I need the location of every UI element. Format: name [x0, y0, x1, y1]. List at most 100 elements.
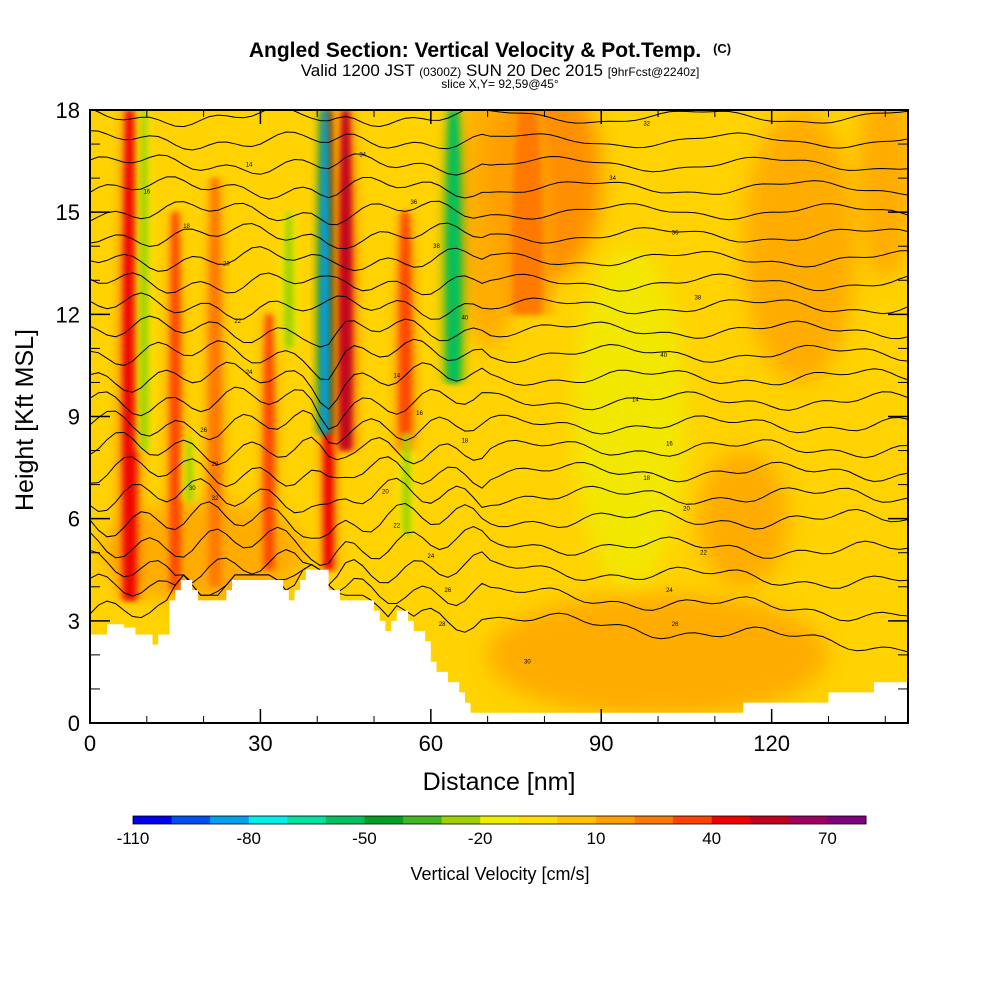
isentrope-label: 36 [410, 200, 417, 206]
field-patch [487, 593, 829, 717]
isentrope-line [90, 246, 908, 272]
y-tick-label: 18 [56, 98, 80, 123]
isentrope-label: 22 [234, 319, 241, 325]
isentrope-line [90, 130, 908, 151]
subtitle-valid: Valid 1200 JST [301, 61, 415, 80]
colorbar: -110 -80 -50 -20 10 40 70 [117, 815, 867, 848]
x-tick-label: 120 [753, 731, 790, 756]
isentrope-label: 20 [223, 261, 230, 267]
downdraft-column [283, 212, 294, 349]
y-tick-label: 15 [56, 200, 80, 225]
field-patch [743, 110, 857, 383]
field-patch [101, 501, 306, 604]
isentrope-label: 18 [643, 476, 650, 482]
colorbar-tick-label: -80 [236, 829, 261, 848]
isentrope-label: 30 [524, 660, 531, 666]
y-tick-label: 12 [56, 302, 80, 327]
isentrope-label: 20 [382, 489, 389, 495]
isentrope-label: 38 [694, 295, 701, 301]
isentrope-line [90, 222, 908, 250]
colorbar-tick-label: -110 [117, 829, 150, 848]
colorbar-swatch [287, 816, 327, 824]
isentrope-label: 32 [643, 122, 650, 128]
isentrope-line [90, 176, 908, 200]
updraft-column [263, 314, 275, 570]
colorbar-swatch [827, 816, 867, 824]
isentrope-line [90, 431, 908, 466]
subtitle-slice: slice X,Y= 92,59@45° [441, 77, 559, 91]
field-patch [697, 450, 789, 587]
isentrope-label: 16 [143, 190, 150, 196]
isentrope-label: 16 [416, 411, 423, 417]
colorbar-swatch [634, 816, 674, 824]
isentrope-label: 24 [246, 370, 253, 376]
isentrope-line [90, 409, 908, 445]
colorbar-label: Vertical Velocity [cm/s] [410, 864, 589, 884]
isentrope-label: 30 [189, 486, 196, 492]
updraft-column [338, 110, 353, 451]
isentrope-label: 34 [359, 152, 366, 158]
isentrope-label: 40 [462, 316, 469, 322]
isentrope-line [90, 477, 908, 514]
isentrope-label: 22 [393, 523, 400, 529]
y-tick-label: 0 [68, 711, 80, 736]
downdraft-column [447, 110, 460, 383]
colorbar-swatch [750, 816, 790, 824]
colorbar-tick-label: -20 [468, 829, 493, 848]
colorbar-swatch [325, 816, 365, 824]
colorbar-swatch [595, 816, 636, 824]
x-tick-label: 30 [248, 731, 272, 756]
chart-title: Angled Section: Vertical Velocity & Pot.… [249, 39, 731, 62]
isentrope-label: 40 [660, 353, 667, 359]
isentrope-line [90, 386, 908, 430]
y-axis-label: Height [Kft MSL] [11, 329, 39, 511]
subtitle-date: SUN 20 Dec 2015 [466, 61, 603, 80]
isentrope-label: 14 [393, 374, 400, 380]
field-patch [856, 110, 908, 281]
isentrope-line [90, 272, 908, 296]
isentrope-line [90, 549, 908, 589]
x-tick-label: 90 [589, 731, 613, 756]
potential-temperature-contours: 14 16 18 20 22 24 26 28 30 32 34 36 38 40 14 16 18 20 22 24… [90, 110, 908, 666]
colorbar-swatch [364, 816, 404, 824]
isentrope-label: 16 [666, 442, 673, 448]
isentrope-label: 32 [212, 496, 219, 502]
chart-subtitle: Valid 1200 JST (0300Z) SUN 20 Dec 2015 [… [301, 61, 700, 80]
isentrope-label: 28 [439, 622, 446, 628]
updraft-column [399, 212, 411, 451]
isentrope-label: 38 [433, 244, 440, 250]
isentrope-label: 18 [183, 224, 190, 230]
isentrope-label: 14 [246, 162, 253, 168]
updraft-column [122, 110, 137, 601]
downdraft-column [139, 110, 149, 451]
x-axis-label: Distance [nm] [423, 768, 576, 796]
isentrope-line [90, 338, 908, 381]
isentrope-label: 34 [609, 176, 616, 182]
isentrope-label: 26 [672, 622, 679, 628]
isentrope-line [90, 525, 908, 567]
isentrope-line [90, 292, 908, 320]
isentrope-line [90, 564, 908, 622]
colorbar-swatch [673, 816, 713, 824]
isentrope-label: 26 [200, 428, 207, 434]
isentrope-label: 24 [666, 588, 673, 594]
colorbar-swatch [711, 816, 751, 824]
updraft-column [511, 110, 543, 315]
isentrope-label: 18 [462, 438, 469, 444]
subtitle-zulu: (0300Z) [419, 65, 461, 79]
colorbar-swatch [788, 816, 828, 824]
isentrope-line [90, 456, 908, 489]
colorbar-frame [132, 815, 867, 825]
isentrope-label: 20 [683, 506, 690, 512]
isentrope-label: 24 [427, 554, 434, 560]
isentrope-line [90, 200, 908, 226]
isentrope-line [90, 315, 908, 348]
colorbar-swatch [441, 816, 481, 824]
isentrope-label: 22 [700, 551, 707, 557]
terrain-mask [90, 569, 908, 723]
colorbar-tick-label: -50 [352, 829, 377, 848]
subtitle-forecast: [9hrFcst@2240z] [608, 65, 700, 79]
colorbar-swatch [518, 816, 558, 824]
colorbar-tick-label: 10 [586, 829, 605, 848]
